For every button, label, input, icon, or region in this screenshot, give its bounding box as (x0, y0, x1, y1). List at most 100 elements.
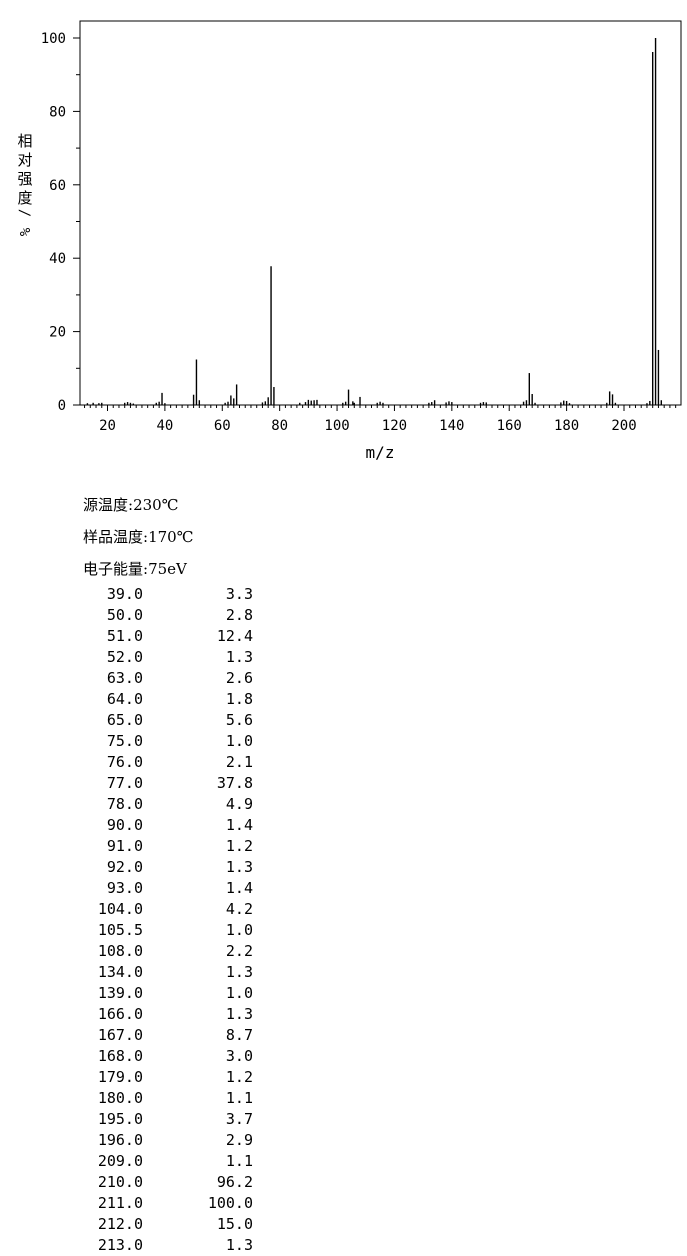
table-row: 65.0 5.6 (0, 710, 300, 731)
table-row: 104.0 4.2 (0, 899, 300, 920)
intensity-cell: 1.0 (225, 984, 253, 1002)
mz-cell: 195.0 (97, 1110, 143, 1128)
x-tick-label: 20 (99, 418, 116, 434)
table-row: 211.0 100.0 (0, 1193, 300, 1214)
intensity-cell: 1.0 (225, 732, 253, 750)
mz-cell: 64.0 (106, 690, 143, 708)
table-row: 39.0 3.3 (0, 584, 300, 605)
condition-value: :170℃ (143, 528, 194, 546)
mz-cell: 212.0 (97, 1215, 143, 1233)
y-tick-label: 60 (49, 178, 66, 194)
intensity-cell: 1.1 (225, 1089, 253, 1107)
x-tick-label: 160 (497, 418, 522, 434)
mz-cell: 139.0 (97, 984, 143, 1002)
plot-border (79, 20, 682, 406)
mz-cell: 92.0 (106, 858, 143, 876)
table-row: 77.0 37.8 (0, 773, 300, 794)
intensity-cell: 1.4 (225, 816, 253, 834)
mz-cell: 78.0 (106, 795, 143, 813)
mz-cell: 209.0 (97, 1152, 143, 1170)
mz-cell: 39.0 (106, 585, 143, 603)
intensity-cell: 100.0 (207, 1194, 253, 1212)
table-row: 76.0 2.1 (0, 752, 300, 773)
condition-label: 样品温度 (83, 528, 144, 546)
intensity-cell: 1.3 (225, 963, 253, 981)
intensity-cell: 1.2 (225, 837, 253, 855)
table-row: 139.0 1.0 (0, 983, 300, 1004)
table-row: 167.0 8.7 (0, 1025, 300, 1046)
y-tick-label: 100 (41, 31, 66, 47)
y-tick-label: 0 (58, 398, 66, 414)
mz-cell: 65.0 (106, 711, 143, 729)
mz-cell: 77.0 (106, 774, 143, 792)
table-row: 213.0 1.3 (0, 1235, 300, 1256)
intensity-cell: 1.0 (225, 921, 253, 939)
table-row: 195.0 3.7 (0, 1109, 300, 1130)
condition-line: 源温度:230℃ (83, 494, 178, 515)
mz-cell: 51.0 (106, 627, 143, 645)
intensity-cell: 4.9 (225, 795, 253, 813)
table-row: 50.0 2.8 (0, 605, 300, 626)
mz-cell: 63.0 (106, 669, 143, 687)
x-tick-label: 140 (439, 418, 464, 434)
mz-cell: 168.0 (97, 1047, 143, 1065)
table-row: 63.0 2.6 (0, 668, 300, 689)
mz-cell: 179.0 (97, 1068, 143, 1086)
intensity-cell: 37.8 (216, 774, 253, 792)
y-label-char: 对 (17, 151, 32, 169)
table-row: 179.0 1.2 (0, 1067, 300, 1088)
table-row: 108.0 2.2 (0, 941, 300, 962)
x-axis-label: m/z (366, 443, 395, 462)
mz-cell: 90.0 (106, 816, 143, 834)
mz-cell: 180.0 (97, 1089, 143, 1107)
table-row: 64.0 1.8 (0, 689, 300, 710)
table-row: 196.0 2.9 (0, 1130, 300, 1151)
mz-cell: 93.0 (106, 879, 143, 897)
x-tick-label: 100 (324, 418, 349, 434)
mz-cell: 210.0 (97, 1173, 143, 1191)
y-label-char: 强 (17, 170, 32, 188)
table-row: 93.0 1.4 (0, 878, 300, 899)
peak-table: 39.0 3.3 50.0 2.8 51.0 12.4 52.0 1.3 63.0 2.6 64.0… (0, 584, 300, 1256)
mz-cell: 105.5 (97, 921, 143, 939)
intensity-cell: 4.2 (225, 900, 253, 918)
table-row: 180.0 1.1 (0, 1088, 300, 1109)
x-tick-label: 180 (554, 418, 579, 434)
condition-label: 源温度 (83, 496, 129, 514)
intensity-cell: 3.0 (225, 1047, 253, 1065)
mz-cell: 75.0 (106, 732, 143, 750)
plot-frame (79, 20, 682, 406)
intensity-cell: 3.3 (225, 585, 253, 603)
intensity-cell: 2.1 (225, 753, 253, 771)
intensity-cell: 1.3 (225, 1005, 253, 1023)
mz-cell: 211.0 (97, 1194, 143, 1212)
table-row: 51.0 12.4 (0, 626, 300, 647)
intensity-cell: 15.0 (216, 1215, 253, 1233)
mz-cell: 167.0 (97, 1026, 143, 1044)
intensity-cell: 2.6 (225, 669, 253, 687)
intensity-cell: 1.3 (225, 648, 253, 666)
intensity-cell: 1.1 (225, 1152, 253, 1170)
table-row: 92.0 1.3 (0, 857, 300, 878)
condition-label: 电子能量 (83, 560, 144, 578)
mz-cell: 91.0 (106, 837, 143, 855)
mz-cell: 76.0 (106, 753, 143, 771)
mz-cell: 134.0 (97, 963, 143, 981)
intensity-cell: 1.3 (225, 858, 253, 876)
table-row: 75.0 1.0 (0, 731, 300, 752)
intensity-cell: 5.6 (225, 711, 253, 729)
table-row: 134.0 1.3 (0, 962, 300, 983)
condition-line: 电子能量:75eV (83, 558, 187, 579)
mz-cell: 104.0 (97, 900, 143, 918)
y-tick-label: 40 (49, 251, 66, 267)
condition-line: 样品温度:170℃ (83, 526, 193, 547)
intensity-cell: 3.7 (225, 1110, 253, 1128)
y-tick-label: 20 (49, 325, 66, 341)
x-tick-label: 200 (611, 418, 636, 434)
table-row: 90.0 1.4 (0, 815, 300, 836)
mz-cell: 52.0 (106, 648, 143, 666)
y-label-char: % (16, 228, 32, 237)
intensity-cell: 12.4 (216, 627, 253, 645)
condition-value: :75eV (143, 560, 187, 578)
